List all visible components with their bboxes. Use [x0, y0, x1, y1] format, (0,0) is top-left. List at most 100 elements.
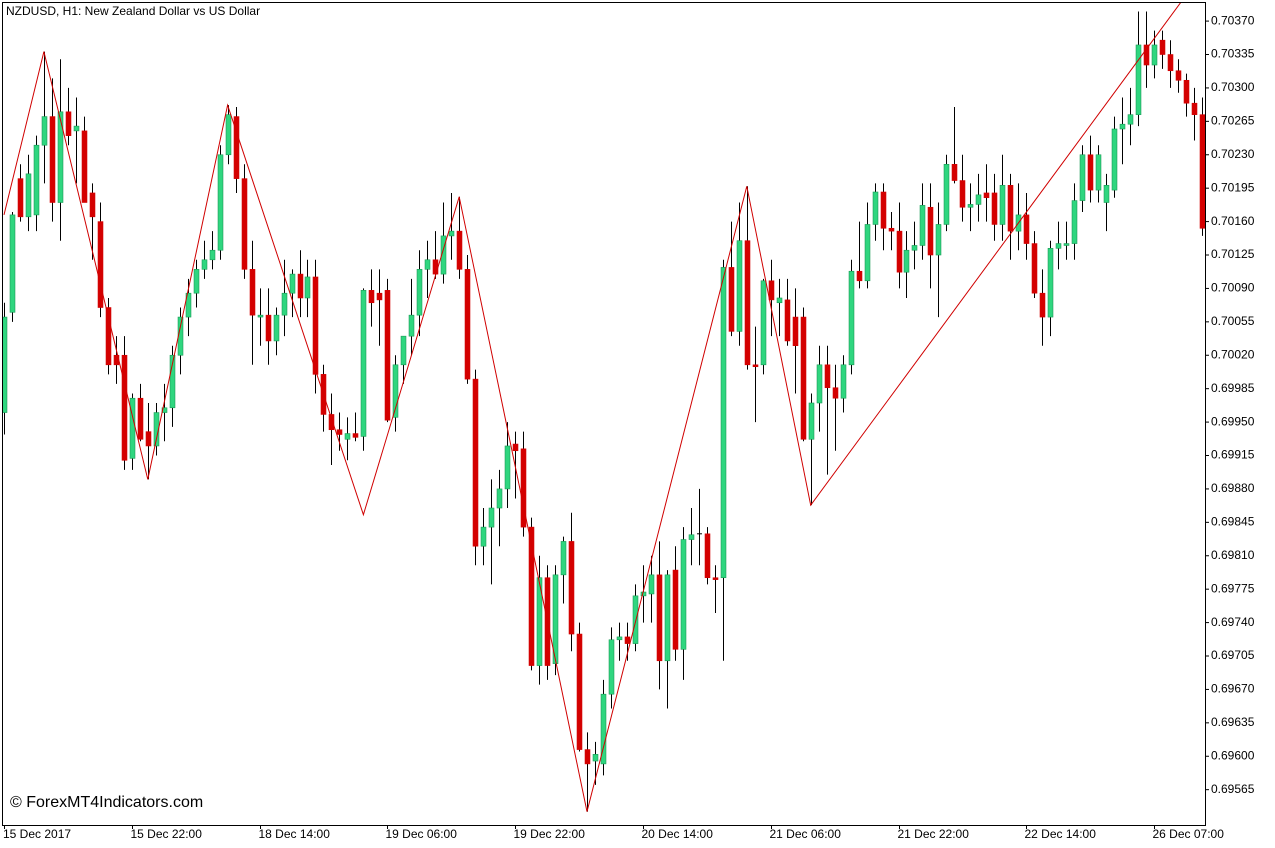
candle-body	[520, 448, 527, 528]
candle-body	[464, 269, 471, 380]
candle-body	[65, 111, 72, 136]
y-tick-label: 0.70335	[1211, 47, 1255, 61]
candle-body	[336, 429, 343, 435]
y-tick-label: 0.69915	[1211, 448, 1255, 462]
candle-body	[352, 433, 359, 438]
y-tick-label: 0.70370	[1211, 13, 1255, 27]
candle-body	[312, 276, 319, 375]
candle-body	[297, 273, 304, 299]
candle-body	[760, 280, 767, 366]
candle-body	[105, 307, 112, 366]
candle-body	[1159, 39, 1166, 55]
y-tick-label: 0.69705	[1211, 648, 1255, 662]
x-tick-label: 21 Dec 22:00	[898, 827, 970, 841]
candle-body	[368, 290, 375, 304]
candle-body	[1119, 123, 1126, 130]
y-tick-label: 0.69985	[1211, 381, 1255, 395]
candle-body	[9, 214, 16, 313]
candle-body	[81, 130, 88, 203]
candle-body	[225, 114, 232, 156]
candle-body	[935, 224, 942, 256]
candle-body	[624, 636, 631, 644]
candle-body	[856, 270, 863, 282]
x-tick-label: 21 Dec 06:00	[770, 827, 842, 841]
candle-body	[800, 316, 807, 440]
candle-body	[880, 191, 887, 229]
y-tick-label: 0.69775	[1211, 581, 1255, 595]
candle-body	[752, 364, 759, 368]
candle-body	[1079, 154, 1086, 201]
y-tick-label: 0.69810	[1211, 548, 1255, 562]
candle-body	[951, 164, 958, 181]
candle-body	[328, 414, 335, 431]
y-tick-label: 0.70020	[1211, 347, 1255, 361]
candle-body	[744, 240, 751, 366]
candle-body	[927, 206, 934, 256]
candle-body	[1047, 248, 1054, 318]
candle-body	[1151, 44, 1158, 66]
candle-body	[1031, 243, 1038, 294]
candle-body	[712, 577, 719, 580]
candle-body	[1071, 200, 1078, 244]
y-tick-label: 0.69880	[1211, 481, 1255, 495]
x-tick-label: 20 Dec 14:00	[642, 827, 714, 841]
candle-body	[33, 144, 40, 216]
candle-body	[384, 290, 391, 421]
candle-body	[376, 292, 383, 301]
y-tick-label: 0.69635	[1211, 715, 1255, 729]
candle-body	[73, 125, 80, 132]
watermark: © ForexMT4Indicators.com	[10, 794, 203, 811]
candle-body	[304, 276, 311, 299]
candle-body	[241, 178, 248, 270]
candle-body	[672, 569, 679, 650]
candle-body	[265, 314, 272, 342]
candle-body	[656, 574, 663, 662]
candle-body	[632, 595, 639, 644]
candle-body	[1039, 292, 1046, 318]
candle-body	[344, 433, 351, 440]
candle-body	[448, 230, 455, 237]
candle-body	[1175, 70, 1182, 81]
candle-body	[736, 240, 743, 332]
candle-body	[824, 364, 831, 389]
candle-body	[816, 364, 823, 404]
candle-body	[600, 693, 607, 765]
candle-body	[440, 235, 447, 275]
candle-body	[432, 259, 439, 275]
candle-body	[257, 314, 264, 318]
candle-body	[512, 443, 519, 452]
y-tick-label: 0.70195	[1211, 180, 1255, 194]
candle-body	[616, 636, 623, 641]
y-tick-label: 0.70230	[1211, 147, 1255, 161]
plot-frame	[2, 2, 1206, 826]
candle-body	[896, 230, 903, 273]
candle-body	[975, 194, 982, 205]
candle-body	[41, 116, 48, 146]
candle-body	[360, 290, 367, 437]
candle-body	[1023, 214, 1030, 244]
x-tick-label: 15 Dec 22:00	[131, 827, 203, 841]
candle-body	[872, 191, 879, 225]
candle-body	[983, 192, 990, 199]
candle-body	[89, 192, 96, 218]
y-tick-label: 0.70300	[1211, 80, 1255, 94]
candle-body	[488, 507, 495, 528]
candle-body	[1095, 154, 1102, 191]
candle-body	[281, 292, 288, 316]
candle-body	[919, 205, 926, 246]
candle-body	[911, 245, 918, 251]
candle-body	[1199, 114, 1205, 229]
y-tick-label: 0.69950	[1211, 414, 1255, 428]
candle-body	[648, 574, 655, 595]
y-tick-label: 0.70055	[1211, 314, 1255, 328]
x-tick-label: 15 Dec 2017	[3, 827, 71, 841]
y-tick-label: 0.70090	[1211, 281, 1255, 295]
candle-body	[967, 204, 974, 208]
x-tick-label: 26 Dec 07:00	[1153, 827, 1225, 841]
candle-body	[832, 387, 839, 399]
candle-body	[888, 227, 895, 232]
y-tick-label: 0.69565	[1211, 782, 1255, 796]
candle-body	[1007, 185, 1014, 232]
